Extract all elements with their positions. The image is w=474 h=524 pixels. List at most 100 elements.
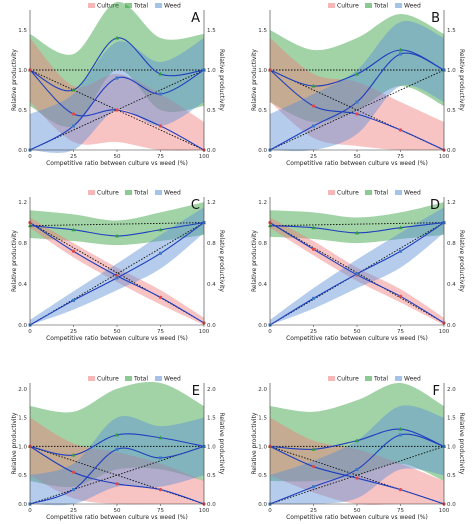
point-weed-25 [312, 124, 315, 128]
point-total-75 [158, 435, 163, 440]
ref-line-culture [29, 222, 205, 324]
legend-key-weed [395, 3, 402, 8]
y-tick-label-left: 0.5 [18, 108, 27, 114]
point-total-25 [311, 225, 316, 230]
ref-line-culture [29, 69, 205, 151]
ref-line-culture [29, 445, 205, 505]
legend-key-total [365, 376, 372, 381]
point-culture-75 [158, 124, 163, 128]
band-total [270, 202, 444, 244]
point-weed-75 [159, 92, 162, 96]
panel-label: B [431, 11, 440, 26]
y-tick-label-right: 1.0 [207, 68, 216, 74]
x-tick-label: 0 [28, 154, 32, 160]
y-axis-label-right: Relative productivity [458, 413, 465, 475]
y-tick-label-right: 1.5 [447, 416, 456, 422]
legend-label-weed: Weed [164, 376, 181, 383]
y-tick-label-left: 0.0 [18, 148, 27, 154]
point-weed-25 [72, 488, 75, 492]
x-tick-label: 100 [199, 154, 210, 160]
legend: Culture Total Weed [328, 376, 421, 383]
point-culture-50 [355, 112, 359, 116]
y-tick-label-right: 0.0 [447, 502, 456, 508]
legend-label-total: Total [133, 376, 148, 383]
band-weed [30, 38, 204, 153]
point-culture-75 [158, 487, 163, 492]
x-tick-label: 50 [354, 329, 361, 335]
y-tick-label-right: 1.0 [207, 444, 216, 450]
point-total-50 [115, 233, 119, 238]
point-culture-25 [311, 247, 316, 251]
point-culture-50 [355, 476, 359, 480]
x-tick-label: 75 [397, 329, 404, 335]
legend-label-total: Total [373, 3, 388, 10]
legend-key-culture [88, 376, 95, 381]
panel-label: D [430, 198, 440, 213]
y-axis-label-left: Relative productivity [251, 412, 258, 474]
ref-line-weed [269, 222, 445, 326]
point-weed-50 [115, 276, 119, 280]
y-tick-label-left: 0.0 [258, 323, 267, 329]
ref-line-total [269, 222, 445, 227]
y-tick-label-left: 0.0 [18, 502, 27, 508]
legend-key-weed [155, 376, 162, 381]
point-culture-25 [71, 112, 76, 116]
point-total-25 [71, 452, 76, 457]
band-culture [270, 417, 444, 505]
y-tick-label-left: 0.4 [18, 282, 27, 288]
y-tick-label-left: 0.0 [258, 502, 267, 508]
point-culture-25 [311, 464, 316, 469]
legend-key-weed [395, 190, 402, 195]
y-axis-label-left: Relative productivity [11, 49, 18, 111]
y-tick-label-right: 0.8 [447, 241, 456, 247]
point-weed-75 [399, 433, 402, 437]
y-axis-label-left: Relative productivity [11, 412, 18, 474]
y-tick-label-left: 0.8 [18, 241, 27, 247]
y-axis-label-left: Relative productivity [251, 230, 258, 292]
y-tick-label-left: 0.5 [258, 108, 267, 114]
point-culture-75 [158, 295, 163, 299]
y-tick-label-left: 1.5 [18, 416, 27, 422]
y-tick-label-left: 0.5 [18, 473, 27, 479]
x-tick-label: 0 [268, 508, 272, 514]
panel-label: F [433, 384, 440, 399]
x-tick-label: 25 [310, 154, 317, 160]
x-tick-label: 0 [28, 329, 32, 335]
y-tick-label-left: 0.5 [258, 473, 267, 479]
point-weed-50 [115, 447, 119, 451]
y-tick-label-right: 1.0 [447, 68, 456, 74]
x-tick-label: 50 [354, 508, 361, 514]
y-tick-label-left: 1.0 [258, 444, 267, 450]
ref-line-total [29, 222, 205, 227]
legend-label-weed: Weed [404, 190, 421, 197]
y-tick-label-right: 1.0 [447, 444, 456, 450]
y-tick-label-right: 1.5 [207, 416, 216, 422]
band-weed [30, 207, 204, 325]
point-culture-50 [115, 482, 119, 486]
x-tick-label: 25 [310, 329, 317, 335]
y-tick-label-left: 1.5 [18, 28, 27, 34]
y-tick-label-right: 0.4 [447, 282, 456, 288]
panel-label: E [192, 384, 200, 399]
y-tick-label-right: 0.0 [447, 323, 456, 329]
x-tick-label: 0 [268, 329, 272, 335]
point-weed-25 [312, 485, 315, 489]
legend-key-total [125, 376, 132, 381]
ref-line-culture [269, 445, 445, 505]
point-total-25 [71, 87, 76, 92]
ref-line-weed [269, 445, 445, 505]
y-tick-label-right: 0.0 [207, 502, 216, 508]
point-weed-50 [355, 272, 359, 276]
point-culture-75 [398, 128, 403, 132]
legend-key-total [365, 190, 372, 195]
x-tick-label: 50 [114, 508, 121, 514]
legend-label-culture: Culture [337, 3, 359, 10]
legend-label-total: Total [133, 3, 148, 10]
y-tick-label-right: 0.5 [447, 108, 456, 114]
x-tick-label: 100 [199, 508, 210, 514]
y-tick-label-right: 0.4 [207, 282, 216, 288]
y-axis-label-right: Relative productivity [218, 49, 225, 111]
